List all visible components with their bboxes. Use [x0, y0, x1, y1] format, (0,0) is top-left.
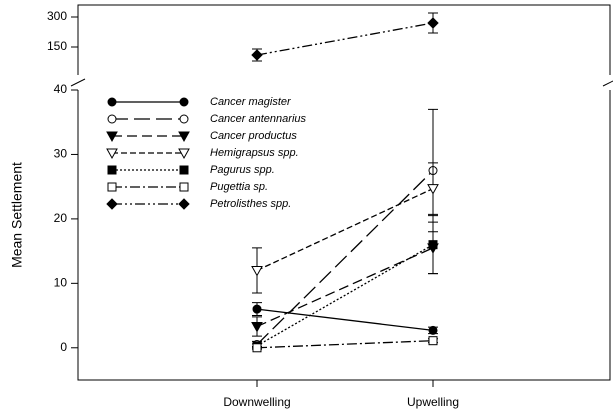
marker [428, 325, 438, 335]
series-line [256, 244, 434, 347]
y-tick-label: 10 [54, 276, 68, 290]
y-tick-label: 30 [54, 147, 68, 161]
marker [251, 49, 263, 61]
series-line [256, 170, 434, 346]
legend-marker [179, 97, 189, 107]
marker [251, 265, 263, 277]
legend-marker [107, 165, 117, 175]
legend-label: Pagurus spp. [210, 164, 275, 176]
legend-marker [179, 165, 189, 175]
legend-marker [107, 182, 117, 192]
legend-label: Cancer magister [210, 96, 292, 108]
legend-marker [178, 148, 190, 160]
y-tick-label: 150 [47, 39, 67, 53]
axis-break [70, 78, 86, 87]
y-tick-label: 40 [54, 82, 68, 96]
marker [427, 184, 439, 195]
legend-marker [179, 182, 189, 192]
series-line [256, 22, 434, 56]
series-line [256, 188, 434, 272]
marker [252, 343, 262, 353]
series-line [256, 247, 434, 328]
legend-label: Hemigrapsus spp. [210, 147, 299, 159]
legend-marker [107, 97, 117, 107]
legend-marker [106, 131, 118, 143]
legend-marker [178, 198, 190, 210]
legend-label: Cancer antennarius [210, 113, 307, 125]
legend-marker [179, 114, 189, 124]
y-axis-label: Mean Settlement [9, 162, 25, 268]
lower-frame [77, 90, 611, 381]
legend-marker [107, 114, 117, 124]
axis-break [602, 80, 613, 87]
legend-label: Cancer productus [210, 130, 297, 142]
legend-label: Pugettia sp. [210, 181, 268, 193]
marker [427, 17, 439, 29]
y-tick-label: 20 [54, 211, 68, 225]
legend-marker [106, 198, 118, 210]
legend-marker [106, 148, 118, 160]
x-tick-label: Downwelling [223, 395, 290, 409]
marker [428, 240, 438, 250]
x-tick-label: Upwelling [407, 395, 459, 409]
series-line [256, 308, 434, 332]
series-line [256, 340, 434, 349]
marker [428, 336, 438, 346]
upper-frame [77, 4, 611, 75]
legend-label: Petrolisthes spp. [210, 198, 291, 210]
y-tick-label: 300 [47, 9, 67, 23]
marker [252, 304, 262, 314]
marker [251, 322, 263, 333]
legend-marker [178, 131, 190, 143]
y-tick-label: 0 [60, 340, 67, 354]
